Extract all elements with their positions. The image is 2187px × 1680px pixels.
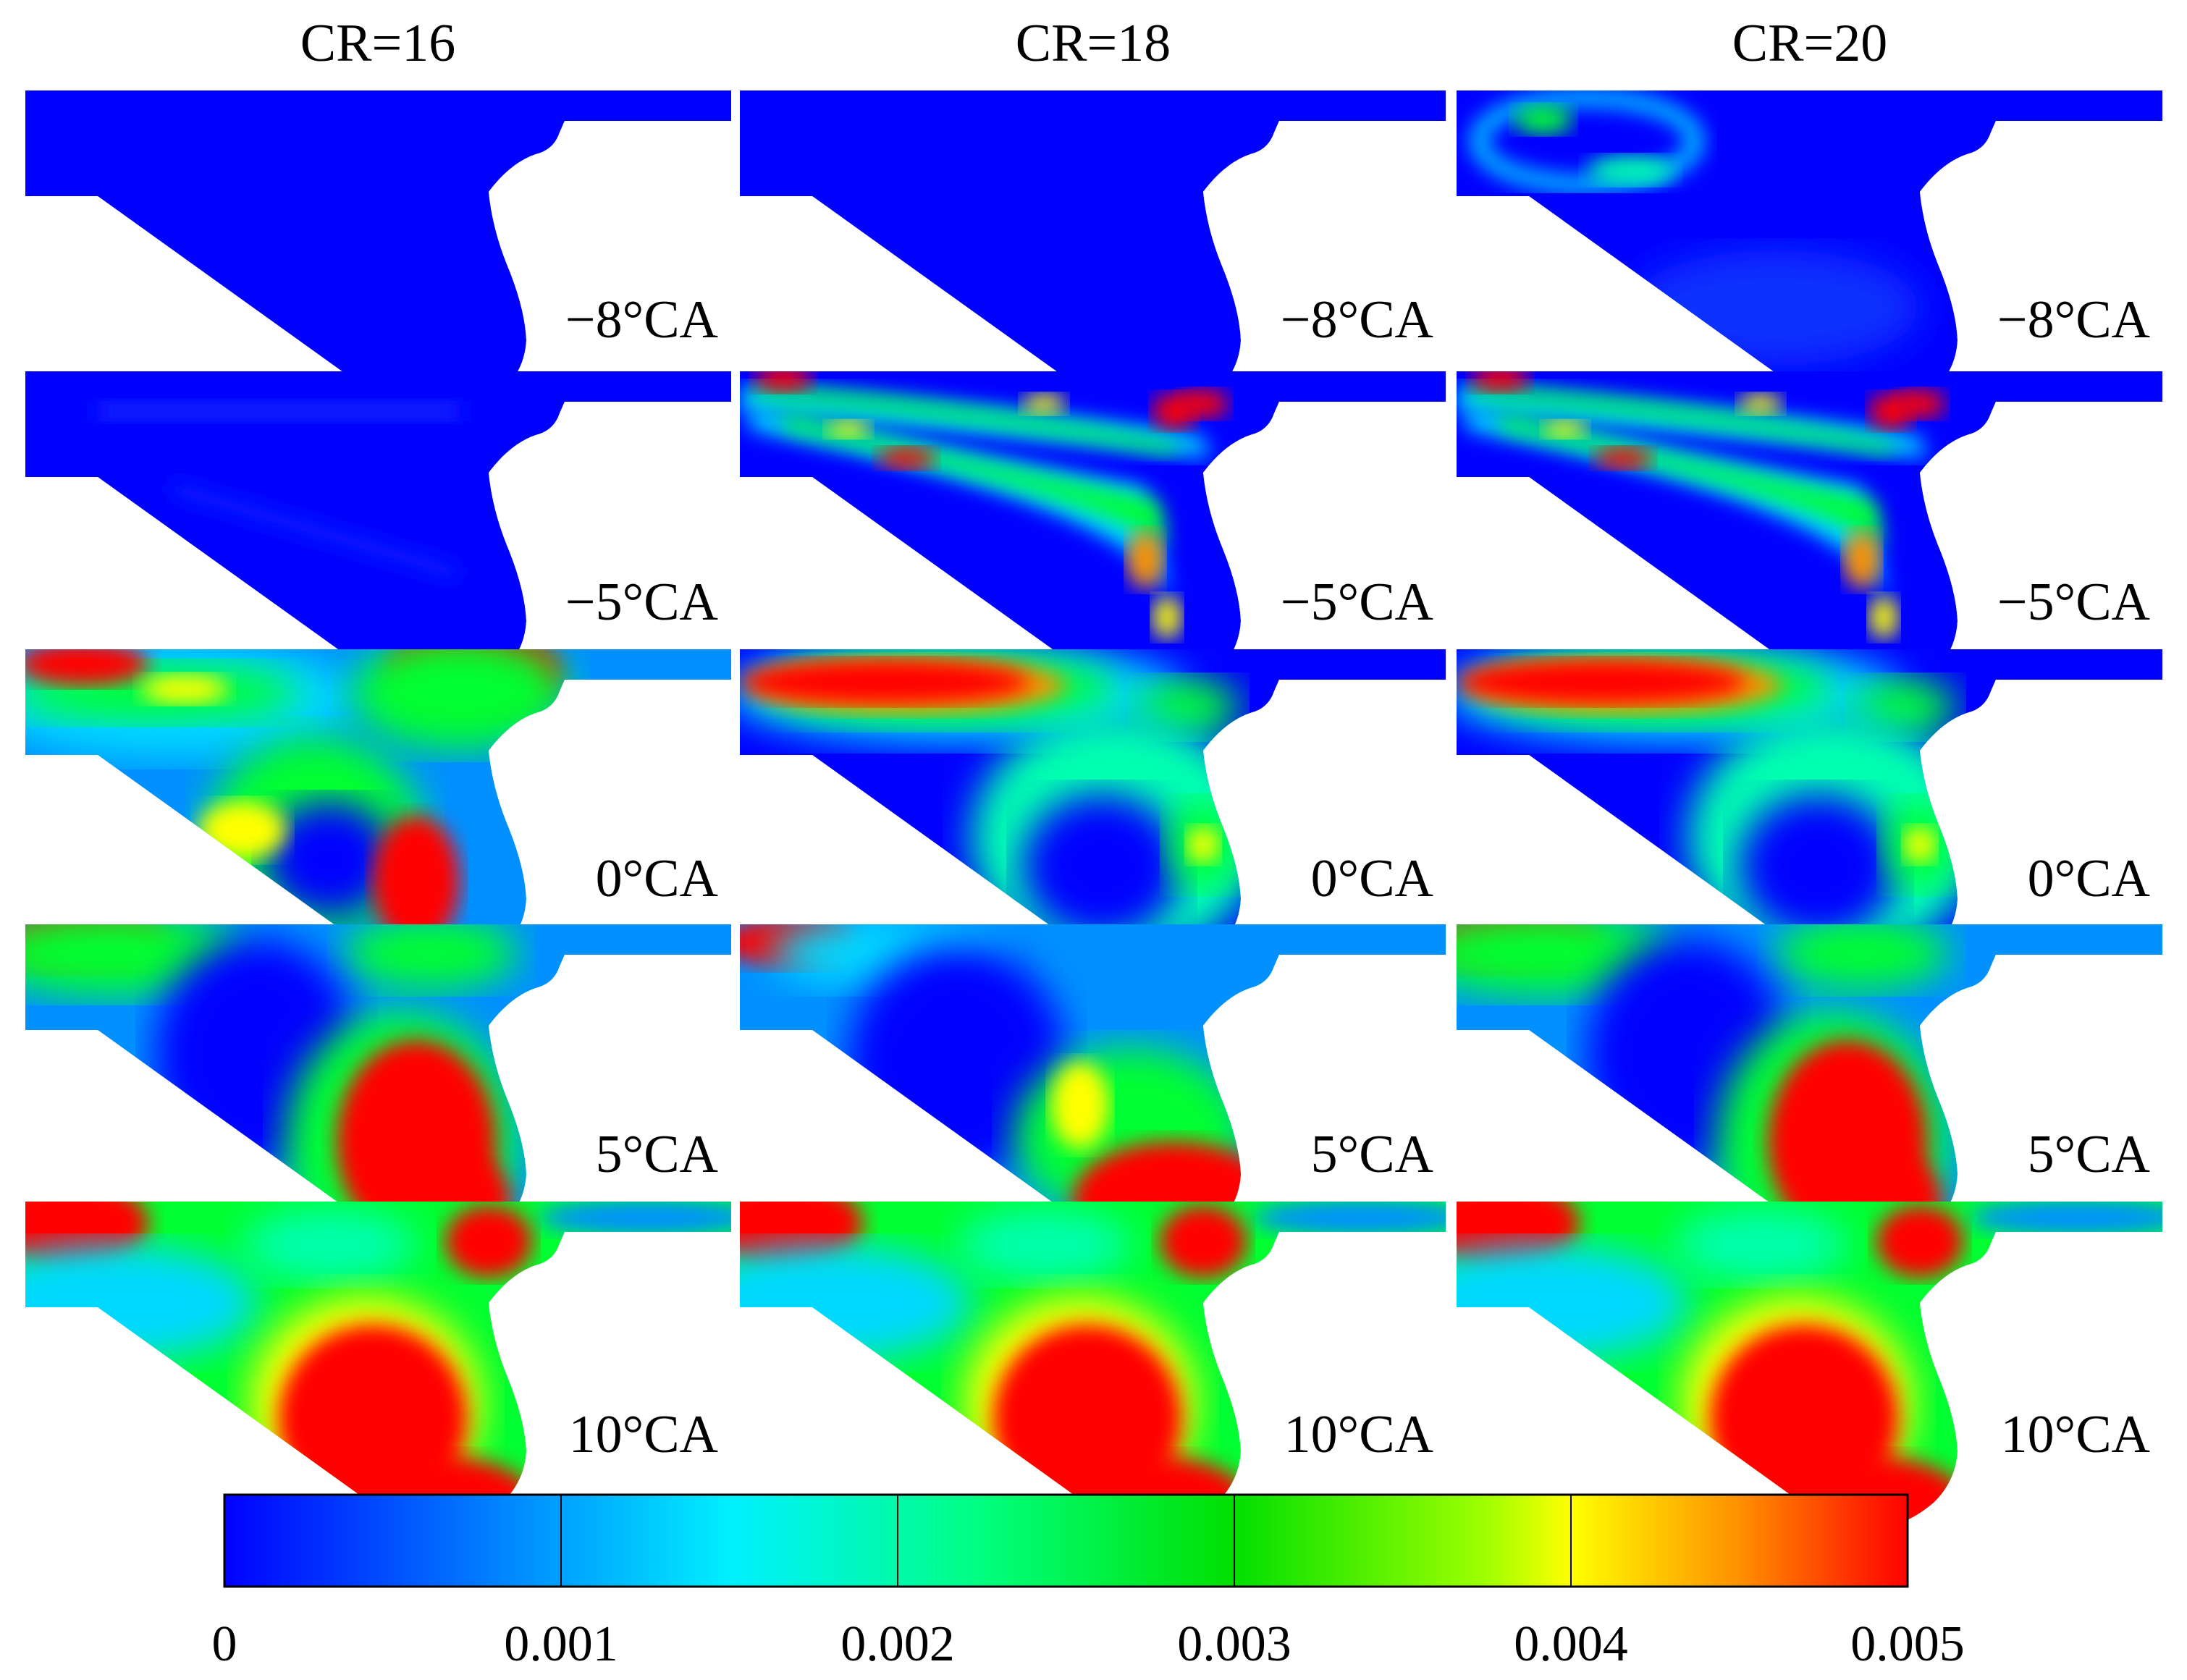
contour-panel (1457, 1202, 2162, 1529)
colorbar-tick-label: 0 (211, 1616, 237, 1672)
contour-region (1187, 827, 1219, 863)
crank-angle-label: 5°CA (595, 1125, 718, 1184)
contour-region (877, 447, 935, 469)
contour-region (1051, 1062, 1109, 1149)
colorbar-tick-label: 0.003 (1177, 1616, 1291, 1672)
crank-angle-label: 10°CA (568, 1405, 718, 1464)
contour-region (1775, 924, 1949, 989)
contour-region (1022, 394, 1066, 414)
contour-panel (1457, 649, 2162, 977)
contour-region (1471, 371, 1529, 392)
contour-region (783, 415, 1167, 552)
crank-angle-label: −5°CA (1997, 573, 2150, 632)
contour-region (1471, 386, 1895, 455)
column-header-cr18: CR=18 (1015, 14, 1171, 73)
contour-region (1127, 531, 1163, 588)
contour-region (1904, 827, 1936, 863)
column-header-cr20: CR=20 (1732, 14, 1888, 73)
contour-region (740, 1202, 863, 1267)
contour-region (1457, 660, 1746, 704)
contour-region (25, 649, 148, 685)
contour-region (1254, 1202, 1446, 1236)
column-header-cr16: CR=16 (300, 14, 456, 73)
contour-region (1587, 156, 1674, 185)
colorbar-tick-label: 0.004 (1514, 1616, 1628, 1672)
contour-region (1153, 596, 1181, 639)
contour-region (170, 480, 460, 581)
contour-region (754, 371, 812, 392)
contour-region (25, 1202, 148, 1267)
contour-region (827, 421, 870, 438)
contour-panel (740, 1202, 1446, 1529)
contour-region (754, 386, 1178, 455)
crank-angle-label: 0°CA (595, 849, 718, 908)
contour-region (373, 816, 460, 946)
contour-region (1844, 531, 1880, 588)
contour-region (264, 801, 395, 917)
contour-region (243, 1209, 416, 1281)
contour-panel (740, 371, 1446, 699)
crank-angle-label: 5°CA (2027, 1125, 2150, 1184)
colorbar-tick-label: 0.001 (504, 1616, 618, 1672)
contour-panel (25, 371, 731, 699)
crank-angle-label: 10°CA (1284, 1405, 1433, 1464)
contour-panel (25, 1202, 731, 1529)
contour-panel (1457, 90, 2162, 418)
crank-angle-label: 0°CA (1310, 849, 1433, 908)
crank-angle-label: 0°CA (2027, 849, 2150, 908)
colorbar-tick-label: 0.002 (840, 1616, 955, 1672)
crank-angle-label: −8°CA (565, 290, 718, 350)
contour-region (1457, 924, 1674, 997)
contour-region (351, 649, 568, 751)
contour-region (740, 1245, 972, 1361)
crank-angle-label: −5°CA (565, 573, 718, 632)
contour-region (1739, 394, 1782, 414)
crank-angle-label: 5°CA (1310, 1125, 1433, 1184)
contour-region (1160, 1205, 1247, 1278)
contour-panel (740, 924, 1446, 1252)
contour-panel (1457, 371, 2162, 699)
contour-region (25, 924, 243, 997)
contour-region (1457, 1202, 1580, 1267)
contour-region (1470, 90, 1703, 193)
crank-angle-label: −8°CA (1280, 290, 1433, 350)
crank-angle-label: −5°CA (1280, 573, 1433, 632)
contour-region (199, 801, 286, 859)
contour-region (1895, 389, 1945, 418)
contour-region (1022, 794, 1181, 939)
contour-region (141, 675, 228, 704)
contour-region (740, 660, 1029, 704)
crank-angle-label: 10°CA (2000, 1405, 2150, 1464)
contour-panel (740, 90, 1446, 418)
colorbar-tick-label: 0.005 (1850, 1616, 1965, 1672)
contour-region (98, 400, 460, 422)
contour-region (1457, 1245, 1688, 1361)
contour-region (1674, 1209, 1847, 1281)
contour-region (1876, 1205, 1963, 1278)
contour-region (1178, 389, 1229, 418)
contour-region (1739, 794, 1898, 939)
contour-panel (25, 90, 731, 418)
contour-region (445, 1205, 532, 1278)
contour-region (1543, 421, 1587, 438)
contour-region (957, 1209, 1131, 1281)
contour-region (344, 924, 518, 989)
contour-region (1594, 447, 1652, 469)
colorbar-gradient (223, 1493, 1909, 1588)
contour-region (1500, 415, 1884, 552)
crank-angle-label: −8°CA (1997, 290, 2150, 350)
colorbar (223, 1493, 1909, 1588)
contour-panel (740, 649, 1446, 977)
contour-region (1971, 1202, 2162, 1236)
contour-region (1514, 105, 1572, 134)
contour-region (539, 1202, 731, 1236)
contour-region (1869, 596, 1898, 639)
